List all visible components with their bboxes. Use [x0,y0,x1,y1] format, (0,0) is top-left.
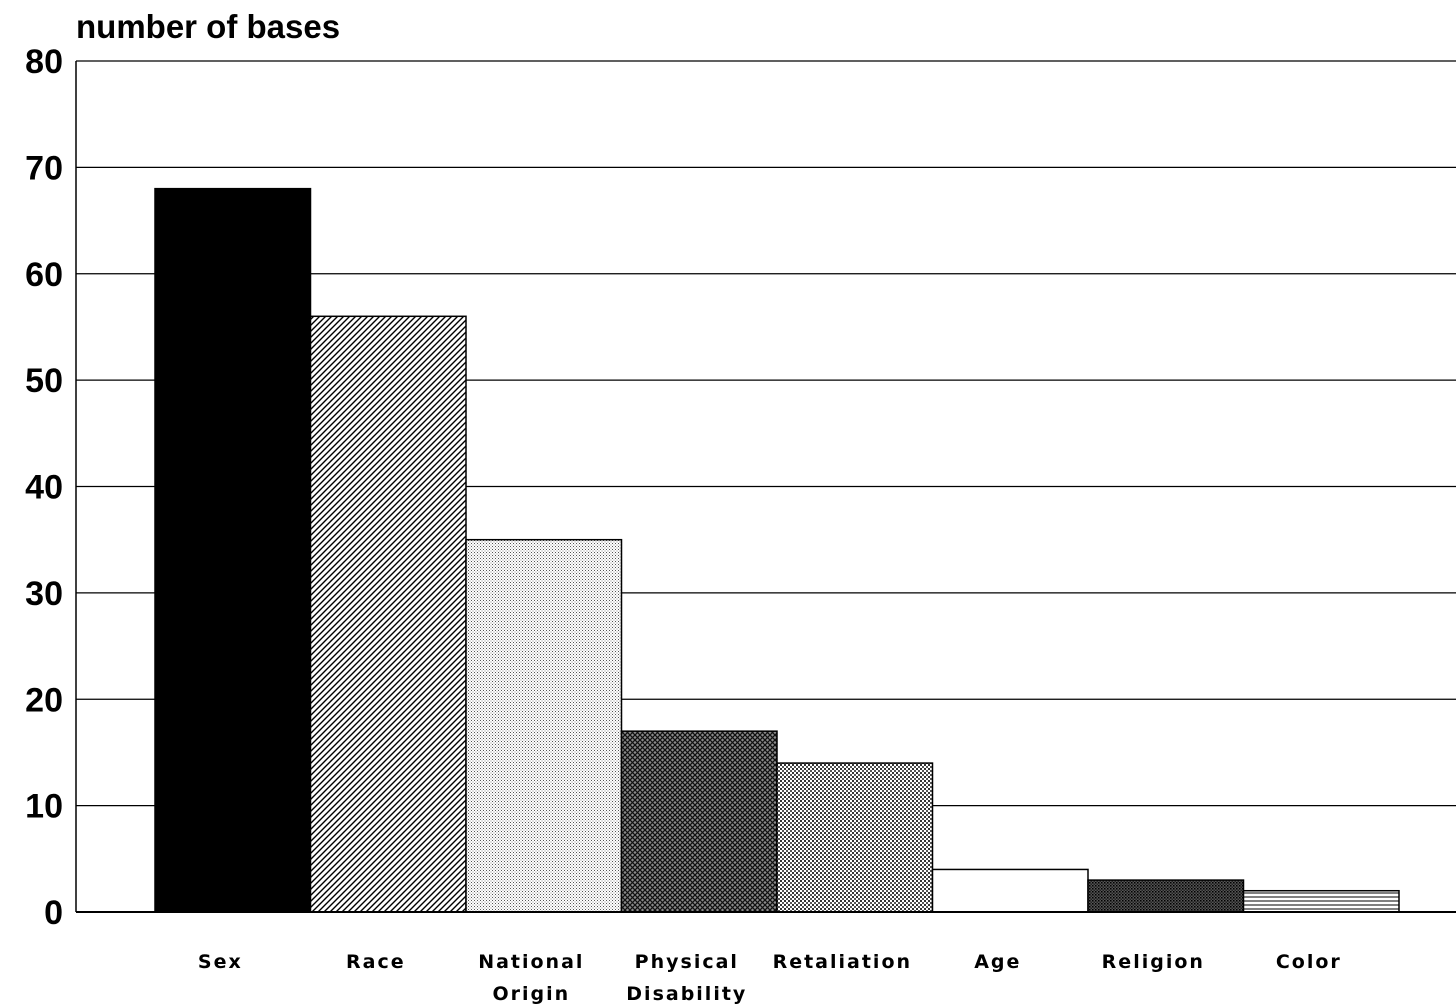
category-label: National Origin [478,951,584,1005]
category-label: Religion [1102,951,1205,973]
y-tick-label: 80 [25,43,63,81]
category-label: Sex [198,951,243,973]
bars [154,187,1400,913]
y-tick-labels: 0 10 20 30 40 50 60 70 80 [25,43,63,932]
y-tick-label: 70 [25,149,63,187]
bar-physical-disability [620,730,778,913]
axes [75,61,1456,913]
category-labels: Sex Race National Origin Physical Disability R… [198,951,1342,1005]
bar-retaliation [776,762,934,913]
y-tick-label: 0 [44,894,63,932]
y-tick-label: 50 [25,362,63,400]
bar-sex [154,187,312,913]
bar-religion [1087,879,1245,913]
category-label: Color [1276,951,1342,973]
y-tick-label: 60 [25,256,63,294]
bar-age [931,868,1089,913]
bar-national-origin [465,538,623,913]
category-label: Retaliation [773,951,912,973]
bar-race [309,315,467,913]
y-axis-title: number of bases [76,8,340,45]
bar-color [1242,889,1400,913]
y-tick-label: 30 [25,575,63,613]
y-tick-label: 10 [25,788,63,826]
y-tick-label: 40 [25,469,63,507]
category-label: Physical Disability [626,951,747,1005]
category-label: Race [346,951,406,973]
y-tick-label: 20 [25,681,63,719]
category-label: Age [974,951,1021,973]
